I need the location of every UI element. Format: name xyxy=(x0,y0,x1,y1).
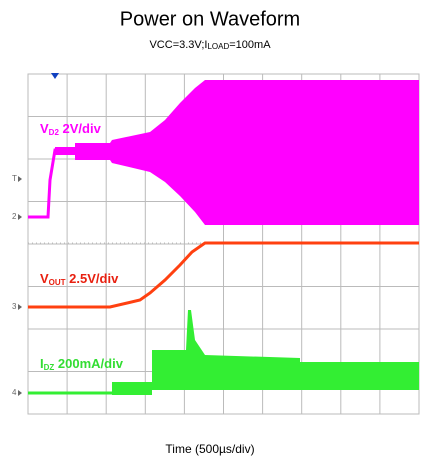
vd2-label: VD2 2V/div xyxy=(40,121,102,137)
vd2-trace xyxy=(28,80,419,225)
channel-marker: 3 xyxy=(12,302,17,311)
vout-label: VOUT 2.5V/div xyxy=(40,271,119,287)
x-axis-label: Time (500µs/div) xyxy=(165,442,254,456)
vout-trace xyxy=(28,241,419,309)
marker-arrows xyxy=(18,176,22,396)
trigger-position xyxy=(51,73,59,79)
idz-trace xyxy=(28,310,419,395)
idz-label: IDZ 200mA/div xyxy=(40,356,124,372)
trigger-marker: T xyxy=(12,174,17,183)
title: Power on Waveform xyxy=(120,8,300,30)
subtitle: VCC=3.3V;ILOAD=100mA xyxy=(149,39,271,51)
channel-marker: 2 xyxy=(12,212,17,221)
channel-marker: 4 xyxy=(12,388,17,397)
